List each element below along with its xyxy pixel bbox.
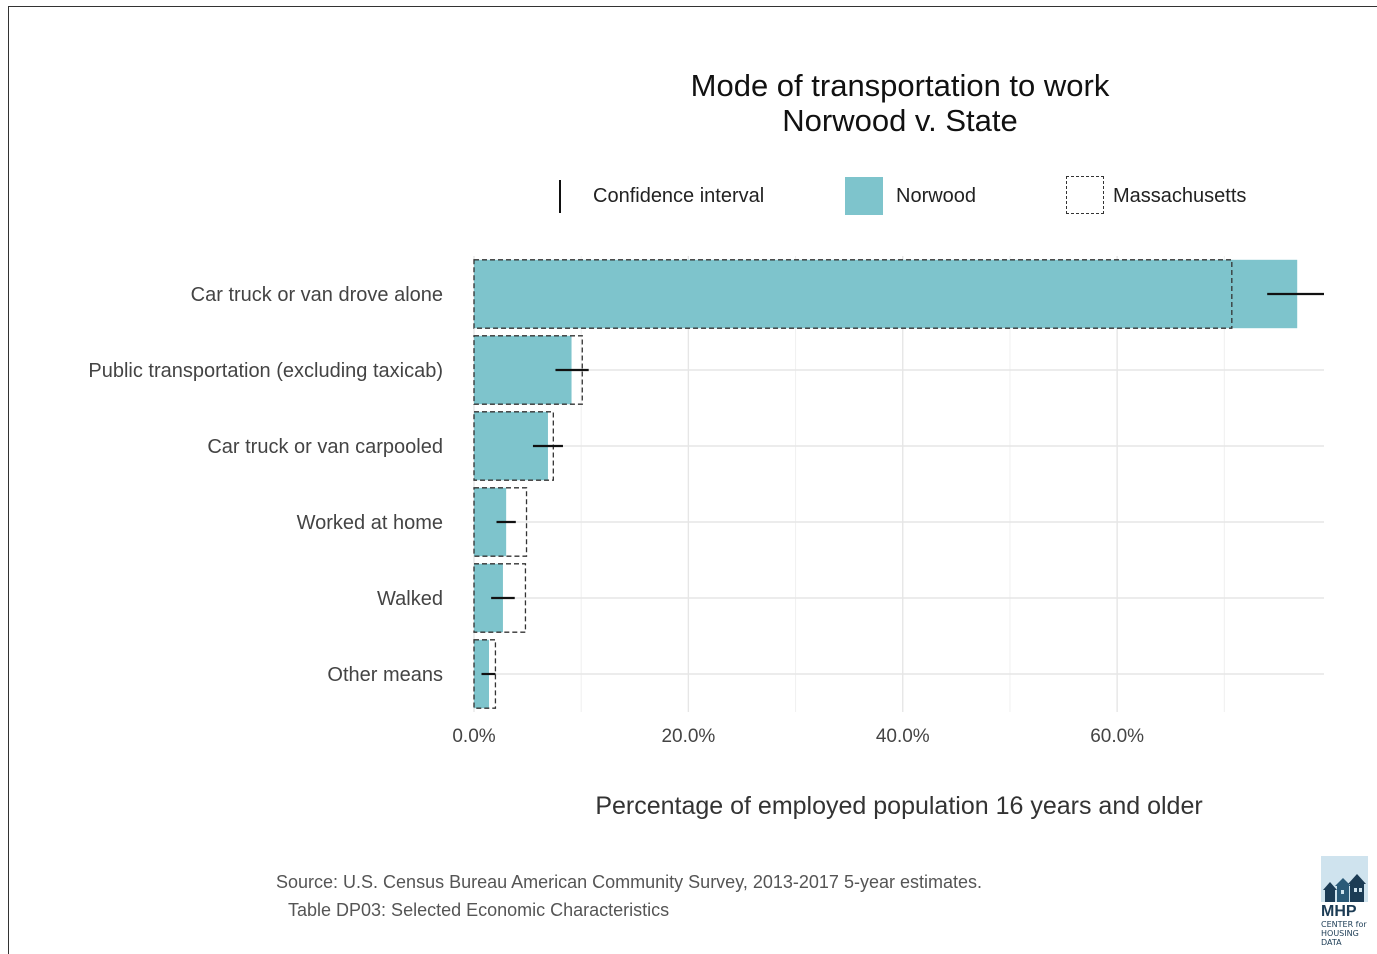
houses-icon <box>1321 856 1368 902</box>
bar-norwood <box>474 335 572 405</box>
category-label: Car truck or van carpooled <box>207 436 443 458</box>
category-label: Worked at home <box>297 512 443 534</box>
legend-massachusetts-swatch <box>1066 176 1104 214</box>
bar-massachusetts <box>473 639 497 709</box>
x-tick-label: 60.0% <box>1090 726 1144 747</box>
legend-ci-swatch <box>559 180 561 213</box>
logo-name: MHP <box>1321 903 1357 920</box>
category-label: Car truck or van drove alone <box>191 284 443 306</box>
bar-norwood <box>474 259 1298 329</box>
source-caption: Source: U.S. Census Bureau American Comm… <box>276 872 982 892</box>
x-tick-label: 20.0% <box>661 726 715 747</box>
chart-title: Mode of transportation to work <box>690 68 1110 103</box>
logo-line-1: CENTER for <box>1321 920 1367 929</box>
chart-subtitle: Norwood v. State <box>782 103 1018 138</box>
x-tick-label: 40.0% <box>876 726 930 747</box>
legend-norwood-label: Norwood <box>896 185 977 207</box>
legend-massachusetts-label: Massachusetts <box>1113 185 1247 207</box>
legend-ci-label: Confidence interval <box>593 185 765 207</box>
legend-norwood-swatch <box>845 177 883 215</box>
category-label: Walked <box>377 588 443 610</box>
category-label: Public transportation (excluding taxicab… <box>88 360 443 382</box>
category-label: Other means <box>327 664 443 686</box>
bar-massachusetts <box>473 487 528 557</box>
chart-frame <box>8 6 1377 954</box>
bar-massachusetts <box>473 563 527 633</box>
x-axis-label: Percentage of employed population 16 yea… <box>595 792 1203 820</box>
table-caption: Table DP03: Selected Economic Characteri… <box>288 900 670 920</box>
x-tick-label: 0.0% <box>452 726 495 747</box>
mhp-logo: MHP CENTER for HOUSING DATA <box>1321 856 1371 948</box>
bar-massachusetts <box>473 259 1233 329</box>
logo-line-2: HOUSING DATA <box>1321 929 1359 947</box>
